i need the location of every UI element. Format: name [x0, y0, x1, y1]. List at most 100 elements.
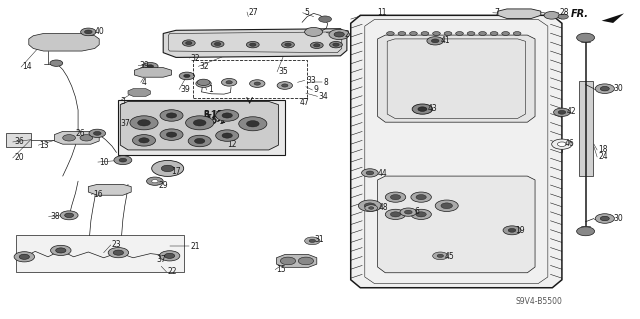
Text: 1: 1 — [208, 85, 212, 94]
Circle shape — [159, 251, 180, 261]
Circle shape — [404, 210, 412, 214]
Text: 26: 26 — [76, 129, 85, 137]
Text: 30: 30 — [613, 214, 623, 223]
Circle shape — [80, 135, 93, 141]
Circle shape — [398, 32, 406, 35]
Polygon shape — [120, 101, 278, 150]
Polygon shape — [118, 100, 285, 155]
Circle shape — [221, 78, 237, 86]
Circle shape — [552, 139, 572, 149]
Circle shape — [246, 41, 259, 48]
Text: 39: 39 — [140, 61, 149, 70]
Circle shape — [435, 200, 458, 211]
Polygon shape — [602, 13, 624, 23]
Circle shape — [139, 138, 149, 143]
Circle shape — [81, 28, 96, 36]
Circle shape — [412, 104, 433, 114]
Circle shape — [385, 192, 406, 202]
Polygon shape — [498, 9, 541, 19]
Text: 17: 17 — [172, 167, 181, 176]
Polygon shape — [54, 131, 99, 144]
Circle shape — [63, 135, 76, 141]
Text: B-15: B-15 — [204, 111, 221, 120]
Circle shape — [558, 110, 566, 114]
Circle shape — [214, 42, 221, 46]
Circle shape — [84, 30, 92, 34]
Text: 44: 44 — [378, 169, 387, 178]
Circle shape — [282, 41, 294, 48]
Circle shape — [50, 60, 63, 66]
Circle shape — [600, 216, 609, 221]
Polygon shape — [351, 15, 562, 288]
Circle shape — [197, 79, 210, 85]
Circle shape — [600, 86, 609, 91]
Text: 39: 39 — [180, 85, 190, 94]
Text: 21: 21 — [191, 242, 200, 251]
Circle shape — [186, 41, 192, 45]
Circle shape — [19, 254, 29, 259]
Circle shape — [400, 208, 417, 216]
Circle shape — [433, 32, 440, 35]
Text: B-15: B-15 — [204, 110, 223, 119]
Text: 18: 18 — [598, 145, 608, 154]
Circle shape — [577, 33, 595, 42]
Polygon shape — [128, 89, 150, 96]
Circle shape — [280, 257, 296, 265]
Circle shape — [595, 84, 614, 93]
Text: 20: 20 — [14, 153, 24, 162]
Text: 11: 11 — [378, 8, 387, 17]
Text: 42: 42 — [566, 107, 576, 116]
Circle shape — [387, 32, 394, 35]
Text: 34: 34 — [319, 92, 328, 101]
Circle shape — [577, 227, 595, 236]
Circle shape — [143, 63, 158, 70]
Circle shape — [385, 209, 406, 219]
Text: 23: 23 — [112, 241, 122, 249]
Circle shape — [319, 16, 332, 22]
Text: 24: 24 — [598, 152, 608, 161]
Text: 43: 43 — [428, 104, 437, 113]
Text: 6: 6 — [415, 207, 420, 216]
Text: 28: 28 — [560, 8, 570, 17]
Text: 14: 14 — [22, 63, 32, 71]
Text: 8: 8 — [323, 78, 328, 87]
Circle shape — [508, 228, 516, 232]
Text: 2: 2 — [344, 30, 349, 39]
Text: 12: 12 — [227, 140, 237, 149]
Circle shape — [369, 207, 374, 209]
Circle shape — [147, 65, 154, 68]
Circle shape — [161, 165, 174, 172]
Text: B-15-1: B-15-1 — [200, 117, 225, 126]
Circle shape — [211, 41, 224, 47]
Circle shape — [366, 171, 374, 175]
Text: 3: 3 — [120, 97, 125, 106]
Circle shape — [166, 132, 177, 137]
Circle shape — [188, 135, 211, 147]
Polygon shape — [378, 35, 535, 122]
Polygon shape — [378, 176, 535, 273]
Circle shape — [418, 107, 427, 111]
Text: S9V4-B5500: S9V4-B5500 — [515, 297, 562, 306]
Circle shape — [93, 131, 101, 135]
Circle shape — [160, 110, 183, 121]
Circle shape — [416, 195, 426, 200]
Circle shape — [65, 213, 74, 218]
Text: 29: 29 — [159, 181, 168, 189]
Circle shape — [362, 169, 378, 177]
Text: 47: 47 — [300, 98, 309, 107]
Circle shape — [305, 27, 323, 36]
Circle shape — [410, 32, 417, 35]
Text: 22: 22 — [168, 267, 177, 276]
Text: 36: 36 — [14, 137, 24, 146]
Circle shape — [222, 113, 232, 118]
Circle shape — [193, 120, 206, 126]
Text: 37: 37 — [157, 255, 166, 263]
Bar — [6, 133, 31, 147]
Polygon shape — [276, 255, 317, 267]
Circle shape — [282, 84, 288, 87]
Bar — [579, 81, 593, 176]
Circle shape — [277, 82, 292, 89]
Circle shape — [365, 205, 378, 211]
Circle shape — [160, 129, 183, 140]
Text: 7: 7 — [494, 8, 499, 17]
